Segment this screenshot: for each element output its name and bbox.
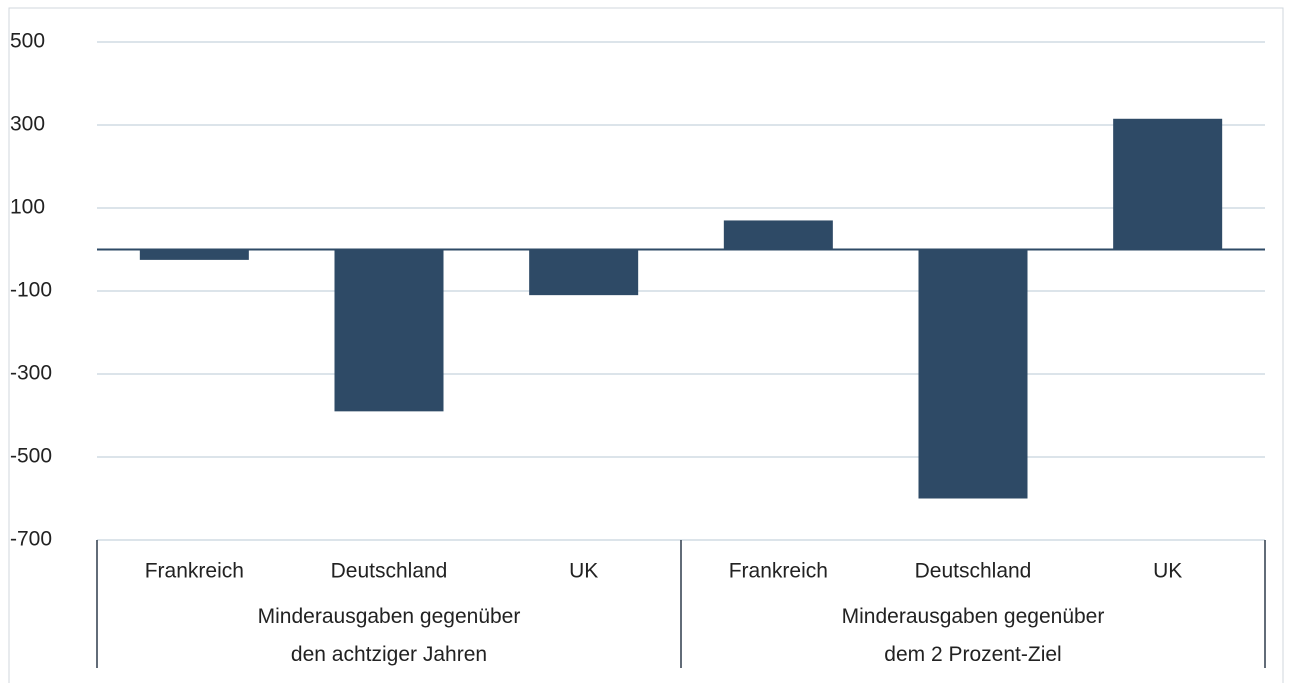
x-tick-label: Frankreich — [729, 560, 828, 583]
y-tick-label: 100 — [10, 196, 45, 219]
x-tick-label: Deutschland — [331, 560, 448, 583]
y-tick-label: -300 — [10, 362, 52, 385]
frame — [8, 7, 1284, 683]
x-tick-label: UK — [1153, 560, 1182, 583]
x-tick-label: Deutschland — [915, 560, 1032, 583]
group-label: Minderausgaben gegenüber dem 2 Prozent-Z… — [841, 605, 1105, 666]
y-tick-label: 500 — [10, 30, 45, 53]
bar — [529, 249, 639, 296]
bar — [918, 249, 1028, 499]
y-tick-label: -700 — [10, 528, 52, 551]
y-tick-label: 300 — [10, 113, 45, 136]
x-tick-label: UK — [569, 560, 598, 583]
bar — [1113, 118, 1223, 250]
x-tick-label: Frankreich — [145, 560, 244, 583]
bar — [723, 220, 833, 250]
bar — [334, 249, 444, 412]
y-tick-label: -500 — [10, 445, 52, 468]
group-label: Minderausgaben gegenüber den achtziger J… — [257, 605, 521, 666]
bar — [139, 249, 249, 260]
y-tick-label: -100 — [10, 279, 52, 302]
